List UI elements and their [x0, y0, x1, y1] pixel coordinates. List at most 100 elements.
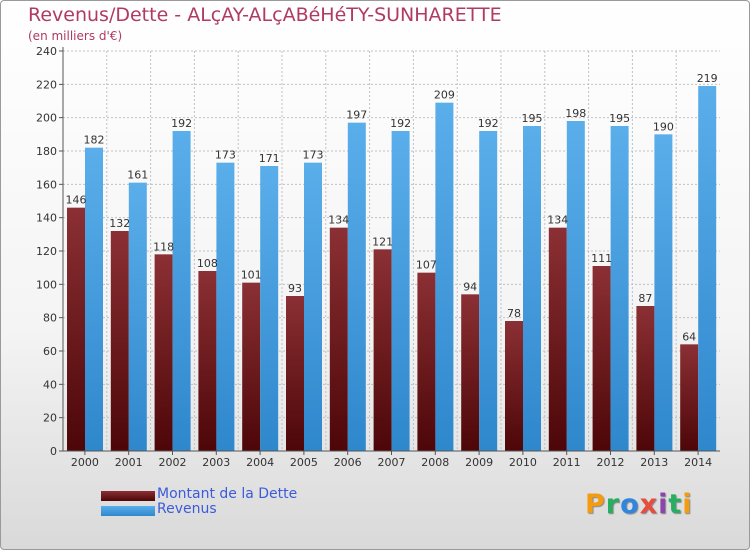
bar-dette [198, 271, 217, 451]
data-label-dette: 87 [638, 292, 652, 305]
data-label-dette: 101 [241, 269, 262, 282]
x-tick-label: 2002 [159, 456, 187, 469]
y-tick-label: 120 [36, 245, 57, 258]
data-label-dette: 64 [682, 330, 696, 343]
y-tick-label: 240 [36, 45, 57, 58]
x-tick-label: 2007 [378, 456, 406, 469]
y-tick-label: 220 [36, 78, 57, 91]
data-label-revenus: 192 [171, 117, 192, 130]
data-label-revenus: 195 [609, 112, 630, 125]
x-tick-label: 2005 [290, 456, 318, 469]
data-label-revenus: 195 [522, 112, 543, 125]
y-tick-label: 60 [43, 345, 57, 358]
x-tick-label: 2013 [640, 456, 668, 469]
y-tick-label: 140 [36, 212, 57, 225]
bar-revenus [523, 126, 541, 451]
bar-dette [329, 227, 348, 451]
bar-dette [67, 207, 85, 451]
y-tick-label: 20 [43, 412, 57, 425]
logo-letter: r [605, 489, 621, 520]
bar-revenus [260, 166, 279, 451]
bar-revenus [654, 134, 673, 452]
data-label-revenus: 161 [127, 169, 148, 182]
bar-revenus [698, 86, 717, 451]
y-tick-label: 200 [36, 112, 57, 125]
x-tick-label: 2004 [246, 456, 274, 469]
bar-dette [110, 231, 129, 451]
data-label-dette: 134 [547, 214, 568, 227]
proxiti-logo: Proxiti [585, 489, 693, 520]
x-tick-label: 2008 [421, 456, 449, 469]
bar-dette [461, 294, 480, 451]
data-label-dette: 108 [197, 257, 218, 270]
data-label-revenus: 192 [478, 117, 499, 130]
x-tick-label: 2010 [509, 456, 537, 469]
data-label-dette: 93 [288, 282, 302, 295]
data-label-revenus: 182 [84, 134, 105, 147]
bar-dette [242, 282, 261, 451]
bar-dette [417, 272, 436, 451]
bar-dette [505, 321, 523, 451]
bar-revenus [566, 121, 585, 451]
chart-subtitle: (en milliers d'€) [28, 29, 123, 43]
logo-letter: o [620, 489, 640, 520]
bar-revenus [347, 122, 366, 452]
y-tick-label: 160 [36, 178, 57, 191]
x-tick-label: 2011 [553, 456, 581, 469]
bar-revenus [304, 162, 322, 451]
bar-revenus [172, 131, 191, 451]
bar-revenus [610, 126, 629, 451]
x-tick-label: 2014 [684, 456, 712, 469]
data-label-dette: 146 [66, 194, 87, 207]
x-tick-label: 2001 [115, 456, 143, 469]
x-tick-label: 2012 [597, 456, 625, 469]
bar-dette [154, 254, 173, 451]
y-tick-label: 0 [50, 445, 57, 458]
bar-revenus [435, 102, 454, 452]
bar-dette [548, 227, 567, 451]
logo-letter: t [668, 489, 683, 520]
data-label-dette: 118 [153, 240, 174, 253]
bar-dette [373, 249, 392, 451]
logo-letter: P [585, 489, 606, 520]
y-tick-label: 80 [43, 312, 57, 325]
data-label-dette: 121 [372, 235, 393, 248]
bar-revenus [479, 131, 498, 451]
data-label-revenus: 219 [697, 72, 718, 85]
data-label-dette: 78 [507, 307, 521, 320]
data-label-revenus: 173 [303, 149, 324, 162]
data-label-dette: 132 [109, 217, 130, 230]
bar-dette [680, 344, 699, 451]
data-label-revenus: 192 [390, 117, 411, 130]
data-label-dette: 94 [463, 280, 477, 293]
data-label-revenus: 171 [259, 152, 280, 165]
data-label-revenus: 209 [434, 89, 455, 102]
x-tick-label: 2009 [465, 456, 493, 469]
bar-dette [636, 306, 655, 451]
logo-letter: i [658, 489, 669, 520]
y-tick-label: 40 [43, 378, 57, 391]
logo-letter: x [639, 489, 659, 520]
chart-title: Revenus/Dette - ALçAY-ALçABéHéTY-SUNHARE… [28, 4, 502, 26]
legend-label-dette: Montant de la Dette [157, 486, 298, 502]
data-label-dette: 107 [416, 259, 437, 272]
legend-swatch-revenus [101, 506, 155, 516]
y-tick-label: 100 [36, 278, 57, 291]
bar-revenus [391, 131, 410, 451]
bar-dette [592, 266, 611, 451]
bar-revenus [216, 162, 235, 451]
legend-swatch-dette [101, 491, 155, 501]
bar-revenus [85, 147, 103, 451]
bar-revenus [128, 182, 147, 451]
data-label-revenus: 197 [346, 109, 367, 122]
logo-letter: i [682, 489, 693, 520]
data-label-revenus: 173 [215, 149, 236, 162]
data-label-dette: 111 [591, 252, 612, 265]
legend-label-revenus: Revenus [157, 501, 217, 517]
bar-dette [286, 296, 304, 451]
x-tick-label: 2003 [202, 456, 230, 469]
data-label-dette: 134 [328, 214, 349, 227]
y-tick-label: 180 [36, 145, 57, 158]
